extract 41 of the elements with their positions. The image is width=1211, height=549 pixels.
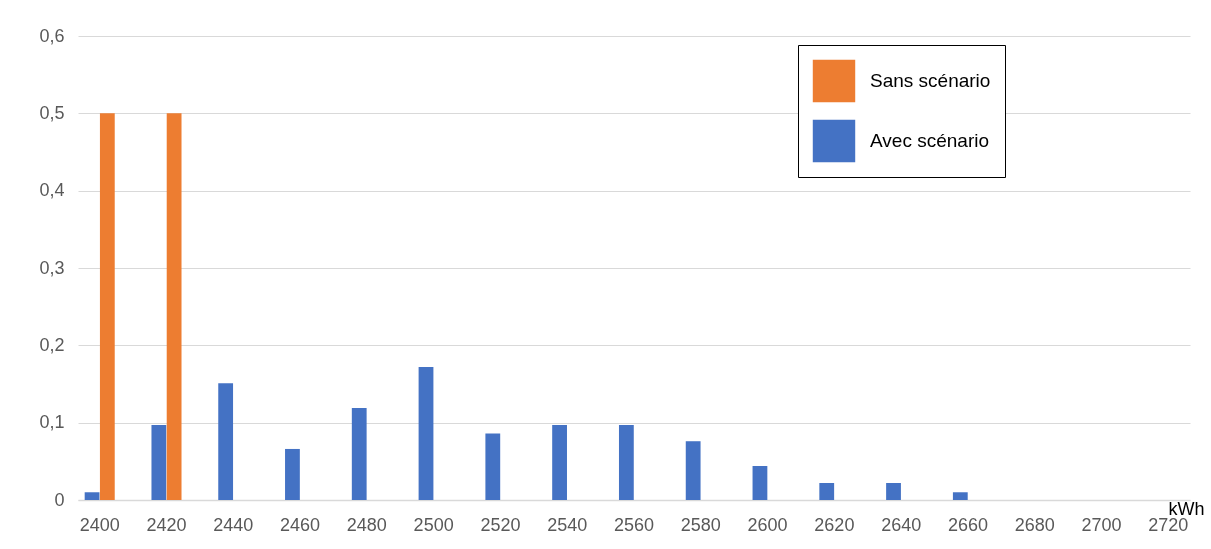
y-tick-label: 0,6 [39, 25, 65, 46]
x-tick-label: 2420 [146, 514, 187, 535]
x-tick-label: 2640 [881, 514, 922, 535]
x-tick-label: 2620 [814, 514, 855, 535]
y-tick-label: 0,1 [39, 412, 65, 433]
bar [685, 441, 701, 500]
y-tick-label: 0 [54, 489, 65, 510]
bar [552, 424, 567, 500]
bar [819, 482, 835, 500]
x-tick-label: 2600 [747, 514, 788, 535]
x-tick-label: 2460 [280, 514, 321, 535]
bar [351, 407, 367, 500]
bar [84, 492, 100, 500]
bar [151, 424, 167, 500]
x-tick-label: 2700 [1081, 514, 1122, 535]
bar [752, 465, 768, 500]
x-tick-label: 2680 [1014, 514, 1055, 535]
y-tick-label: 0,3 [39, 257, 65, 278]
y-tick-label: 0,4 [39, 180, 65, 201]
x-tick-label: 2400 [79, 514, 120, 535]
bar [618, 424, 634, 500]
x-tick-label: 2560 [613, 514, 655, 535]
x-tick-label: 2540 [547, 514, 588, 535]
bar [485, 433, 501, 500]
bar [218, 383, 234, 500]
bar [285, 448, 300, 500]
x-tick-label: 2440 [213, 514, 254, 535]
legend-label: Avec scénario [870, 130, 989, 151]
bar [166, 113, 182, 500]
bar [99, 113, 115, 500]
bar [952, 492, 968, 500]
bar [886, 482, 901, 500]
x-tick-label: 2480 [346, 514, 387, 535]
x-tick-label: 2520 [480, 514, 521, 535]
x-tick-label: 2500 [413, 514, 454, 535]
y-tick-label: 0,5 [39, 102, 65, 123]
y-tick-label: 0,2 [39, 334, 65, 355]
bar [418, 366, 434, 500]
legend-label: Sans scénario [870, 70, 991, 91]
x-tick-label: 2580 [680, 514, 721, 535]
x-tick-label: 2660 [947, 514, 988, 535]
